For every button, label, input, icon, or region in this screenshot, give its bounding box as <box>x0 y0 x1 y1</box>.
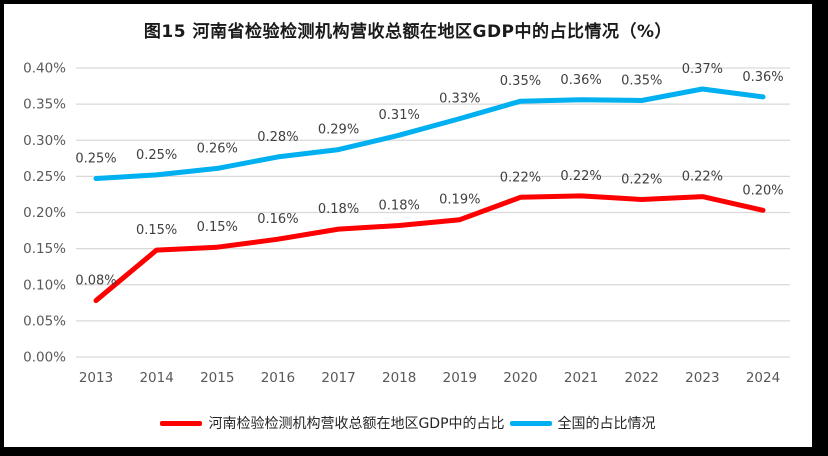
legend-label-henan: 河南检验检测机构营收总额在地区GDP中的占比 <box>208 416 505 432</box>
legend-item-henan: 河南检验检测机构营收总额在地区GDP中的占比 <box>160 413 505 433</box>
data-label-national: 0.26% <box>197 141 238 156</box>
data-label-henan: 0.19% <box>439 193 480 208</box>
y-tick-label: 0.05% <box>23 313 66 329</box>
y-tick-label: 0.25% <box>23 169 66 185</box>
data-label-national: 0.37% <box>682 62 723 77</box>
x-tick-label: 2018 <box>382 370 416 386</box>
legend-item-national: 全国的占比情况 <box>509 413 656 433</box>
x-tick-label: 2021 <box>564 370 598 386</box>
data-label-henan: 0.22% <box>621 172 662 187</box>
series-line-national <box>93 86 766 181</box>
y-tick-label: 0.35% <box>23 97 66 113</box>
data-label-henan: 0.15% <box>197 220 238 235</box>
x-tick-label: 2014 <box>139 370 173 386</box>
data-label-henan: 0.18% <box>318 202 359 217</box>
data-label-national: 0.36% <box>560 73 601 88</box>
legend-label-national: 全国的占比情况 <box>557 416 656 432</box>
y-tick-label: 0.40% <box>23 61 66 77</box>
data-label-national: 0.28% <box>257 130 298 145</box>
data-label-henan: 0.16% <box>257 212 298 227</box>
data-label-national: 0.33% <box>439 92 480 107</box>
x-tick-label: 2023 <box>685 370 719 386</box>
y-tick-label: 0.00% <box>23 350 66 366</box>
data-label-henan: 0.20% <box>742 183 783 198</box>
data-label-national: 0.25% <box>136 148 177 163</box>
data-label-henan: 0.22% <box>682 170 723 185</box>
y-tick-label: 0.20% <box>23 205 66 221</box>
line-chart-plot-area: 0.00% 0.05% 0.10% 0.15% 0.20% 0.25% 0.30% 0.35%… <box>23 61 790 386</box>
x-tick-label: 2016 <box>261 370 295 386</box>
data-label-henan: 0.22% <box>500 170 541 185</box>
data-label-henan: 0.18% <box>379 199 420 214</box>
data-label-national: 0.35% <box>500 74 541 89</box>
x-tick-label: 2013 <box>79 370 113 386</box>
data-label-national: 0.31% <box>379 108 420 123</box>
y-tick-label: 0.15% <box>23 241 66 257</box>
data-label-national: 0.25% <box>75 152 116 167</box>
data-label-national: 0.29% <box>318 123 359 138</box>
y-tick-label: 0.10% <box>23 277 66 293</box>
data-label-henan: 0.08% <box>75 274 116 289</box>
x-tick-label: 2024 <box>746 370 780 386</box>
data-label-henan: 0.22% <box>560 169 601 184</box>
y-tick-label: 0.30% <box>23 133 66 149</box>
henan-series-swatch <box>160 420 203 426</box>
x-tick-label: 2022 <box>625 370 659 386</box>
data-label-national: 0.35% <box>621 74 662 89</box>
x-tick-label: 2019 <box>443 370 477 386</box>
legend: 河南检验检测机构营收总额在地区GDP中的占比 全国的占比情况 <box>4 413 812 433</box>
data-label-henan: 0.15% <box>136 223 177 238</box>
series-line-henan <box>93 193 766 304</box>
x-tick-label: 2020 <box>503 370 537 386</box>
x-tick-label: 2015 <box>200 370 234 386</box>
data-label-national: 0.36% <box>742 70 783 85</box>
x-tick-label: 2017 <box>321 370 355 386</box>
chart-title: 图15 河南省检验检测机构营收总额在地区GDP中的占比情况（%） <box>143 22 673 42</box>
chart-canvas: 图15 河南省检验检测机构营收总额在地区GDP中的占比情况（%） 0.00% 0.… <box>4 4 812 447</box>
national-series-swatch <box>509 420 552 426</box>
